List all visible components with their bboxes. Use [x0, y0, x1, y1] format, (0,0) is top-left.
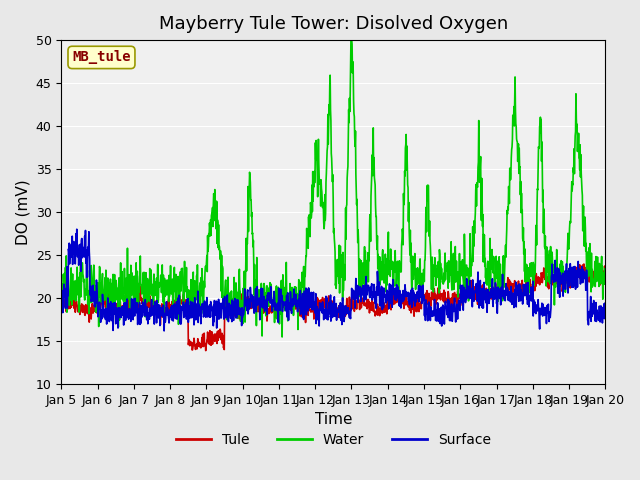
Title: Mayberry Tule Tower: Disolved Oxygen: Mayberry Tule Tower: Disolved Oxygen — [159, 15, 508, 33]
Line: Surface: Surface — [61, 229, 605, 331]
Surface — [538, 309, 545, 314]
Tule — [179, 300, 186, 305]
Surface — [73, 227, 81, 232]
Surface — [602, 311, 609, 316]
Water — [278, 334, 286, 340]
Water — [538, 158, 545, 164]
Surface — [240, 309, 248, 314]
Legend: Tule, Water, Surface: Tule, Water, Surface — [170, 428, 496, 453]
Tule — [240, 310, 248, 316]
Line: Water: Water — [61, 40, 605, 337]
Surface — [179, 307, 187, 312]
Tule — [418, 300, 426, 306]
Water — [179, 265, 186, 271]
Y-axis label: DO (mV): DO (mV) — [15, 179, 30, 245]
Text: MB_tule: MB_tule — [72, 50, 131, 64]
Line: Tule: Tule — [61, 264, 605, 350]
Water — [58, 278, 65, 284]
Tule — [602, 266, 609, 272]
Tule — [202, 348, 209, 353]
Surface — [490, 286, 497, 291]
Surface — [58, 306, 65, 312]
Water — [347, 37, 355, 43]
Water — [490, 253, 497, 259]
Water — [419, 288, 426, 294]
X-axis label: Time: Time — [315, 412, 352, 427]
Surface — [160, 328, 168, 334]
Tule — [58, 301, 65, 307]
Water — [165, 273, 173, 278]
Tule — [165, 313, 173, 319]
Tule — [580, 261, 588, 267]
Tule — [490, 290, 497, 296]
Surface — [166, 307, 173, 312]
Surface — [419, 294, 426, 300]
Water — [239, 286, 247, 291]
Water — [602, 272, 609, 277]
Tule — [538, 270, 545, 276]
